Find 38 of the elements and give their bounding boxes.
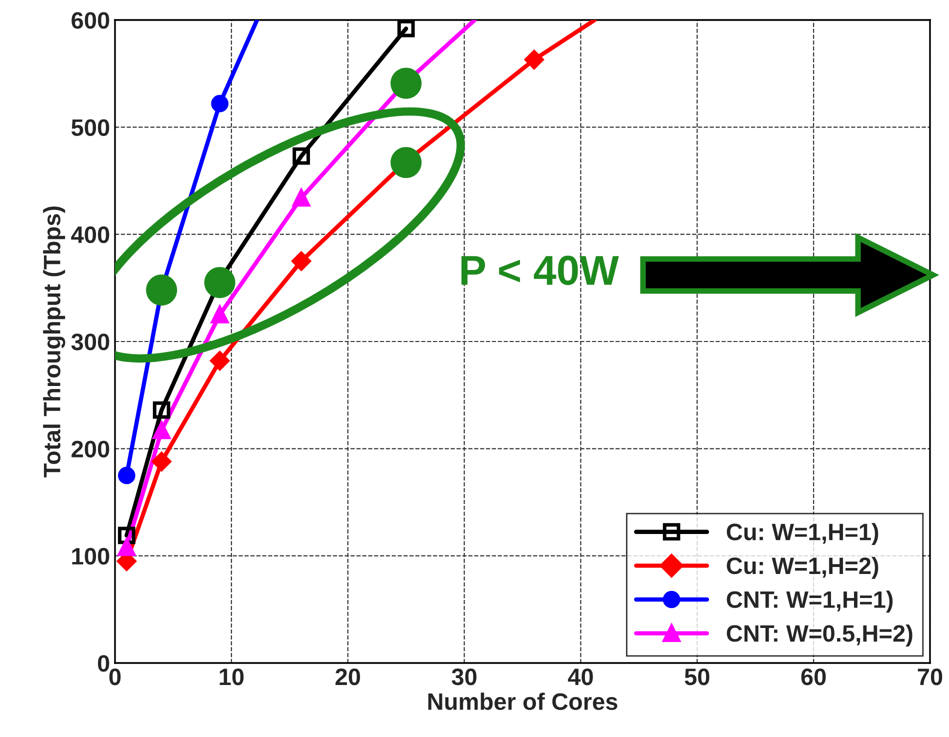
y-tick-label: 300 [71,334,110,350]
point [390,68,422,99]
x-axis-title: Number of Cores [428,692,618,710]
y-tick-label: 400 [71,226,110,244]
x-tick-label: 50 [684,668,710,686]
point [118,466,136,484]
legend-label: Cu: W=1,H=1) [726,523,878,546]
point [210,351,230,370]
x-tick-label: 30 [452,668,476,686]
point [152,422,170,440]
x-tick-label: 0 [109,668,121,686]
y-axis-title: Total Throughput (Tbps) [43,206,66,478]
point [397,20,415,38]
point [390,147,422,178]
point [204,267,236,298]
point [118,526,136,544]
annotation: P < 40W [461,256,619,286]
legend-label: CNT: W=1,H=1) [726,590,893,613]
point [292,189,310,207]
point [524,50,544,70]
y-tick-label: 600 [72,12,110,29]
x-tick-label: 40 [568,668,593,686]
y-tick-label: 200 [72,440,110,458]
legend-label: Cu: W=1,H=2) [726,556,878,579]
y-tick-label: 500 [71,119,110,136]
point [146,274,178,306]
x-tick-label: 20 [336,668,360,686]
point [292,252,311,271]
y-tick-label: 100 [72,548,110,565]
x-tick-label: 70 [918,668,942,686]
x-tick-label: 10 [220,668,244,686]
point [211,94,228,112]
x-tick-label: 60 [801,668,826,686]
point [152,401,170,419]
point [292,147,310,165]
y-tick-label: 0 [98,655,110,672]
legend-label: CNT: W=0.5,H=2) [726,624,912,646]
point [152,452,172,472]
